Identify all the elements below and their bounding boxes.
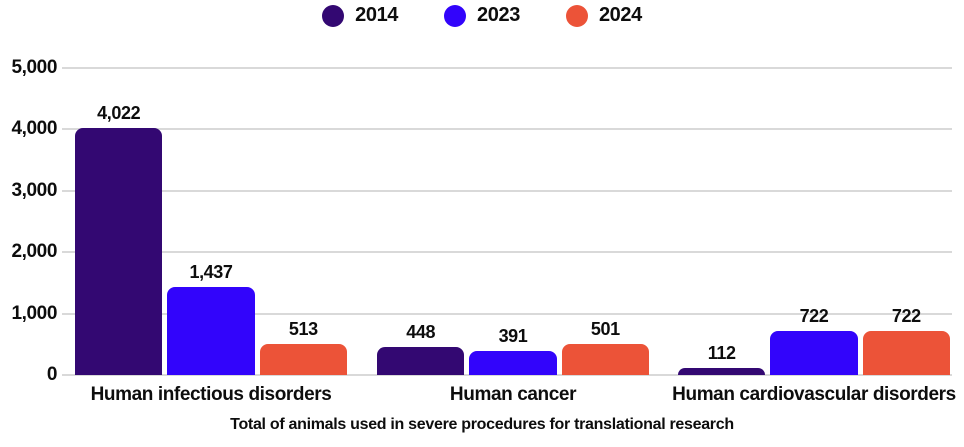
- bar-2023-human-cardiovascular-disorders: 722: [770, 68, 858, 375]
- bar-group-human-cancer: 448 391 501 Human cancer: [377, 68, 649, 405]
- legend-dot-2024-icon: [565, 4, 588, 27]
- bar-rect-2014-human-cardiovascular-disorders: [678, 368, 766, 375]
- bar-rect-2024-human-infectious-disorders: [259, 344, 347, 375]
- gridline-3000: [62, 189, 952, 192]
- bar-value-label-2014-human-cardiovascular-disorders: 112: [707, 343, 736, 363]
- bar-rect-2014-human-cancer: [377, 347, 465, 375]
- legend-label-2023: 2023: [477, 4, 520, 26]
- category-label-human-cardiovascular-disorders: Human cardiovascular disorders: [672, 384, 956, 405]
- gridline-1000: [62, 312, 952, 315]
- category-label-human-cancer: Human cancer: [449, 384, 577, 405]
- bar-2024-human-cancer: 501: [561, 68, 649, 375]
- bar-value-label-2024-human-cardiovascular-disorders: 722: [891, 306, 921, 326]
- bar-rect-2023-human-infectious-disorders: [167, 287, 255, 375]
- bar-rect-2014-human-infectious-disorders: [75, 128, 163, 375]
- bar-value-label-2023-human-infectious-disorders: 1,437: [189, 262, 233, 282]
- bar-group-human-cardiovascular-disorders: 112 722 722 Human cardiovascular disorders: [672, 68, 956, 405]
- category-label-human-infectious-disorders: Human infectious disorders: [90, 384, 332, 405]
- legend-item-2023: 2023: [444, 4, 520, 27]
- legend-item-2024: 2024: [565, 4, 642, 27]
- bar-2023-human-infectious-disorders: 1,437: [167, 68, 255, 375]
- y-tick-label-4000: 4,000: [11, 118, 57, 140]
- legend-dot-2023-icon: [444, 4, 467, 27]
- y-tick-label-3000: 3,000: [11, 179, 57, 201]
- bar-2023-human-cancer: 391: [469, 68, 557, 375]
- gridline-0: [62, 374, 952, 376]
- legend-dot-2014-icon: [322, 4, 345, 27]
- bar-rect-2024-human-cancer: [561, 344, 649, 375]
- bar-value-label-2024-human-cancer: 501: [590, 319, 620, 339]
- bar-value-label-2014-human-infectious-disorders: 4,022: [97, 103, 141, 123]
- bar-rect-2023-human-cancer: [469, 351, 557, 375]
- gridline-4000: [62, 128, 952, 131]
- y-tick-label-5000: 5,000: [11, 57, 57, 78]
- legend-item-2014: 2014: [322, 4, 398, 27]
- bar-value-label-2014-human-cancer: 448: [406, 322, 436, 342]
- gridline-2000: [62, 251, 952, 254]
- x-axis-title: Total of animals used in severe procedur…: [230, 416, 734, 433]
- bar-value-label-2024-human-infectious-disorders: 513: [288, 319, 318, 339]
- y-tick-label-0: 0: [46, 364, 58, 385]
- bar-rect-2024-human-cardiovascular-disorders: [862, 331, 950, 375]
- bar-value-label-2023-human-cardiovascular-disorders: 722: [799, 306, 829, 326]
- chart-legend: 2014 2023 2024: [0, 4, 964, 27]
- bar-2014-human-infectious-disorders: 4,022: [75, 68, 163, 375]
- bar-2014-human-cardiovascular-disorders: 112: [678, 68, 766, 375]
- bar-2024-human-cardiovascular-disorders: 722: [862, 68, 950, 375]
- gridline-5000: [62, 67, 952, 69]
- legend-label-2014: 2014: [355, 4, 399, 26]
- bar-2014-human-cancer: 448: [377, 68, 465, 375]
- bar-2024-human-infectious-disorders: 513: [259, 68, 347, 375]
- y-tick-label-1000: 1,000: [11, 302, 57, 324]
- bar-group-human-infectious-disorders: 4,022 1,437 513 Human infectious disorders: [75, 68, 347, 405]
- legend-label-2024: 2024: [598, 4, 642, 26]
- bar-rect-2023-human-cardiovascular-disorders: [770, 331, 858, 375]
- y-tick-label-2000: 2,000: [11, 241, 57, 263]
- bar-value-label-2023-human-cancer: 391: [498, 326, 528, 346]
